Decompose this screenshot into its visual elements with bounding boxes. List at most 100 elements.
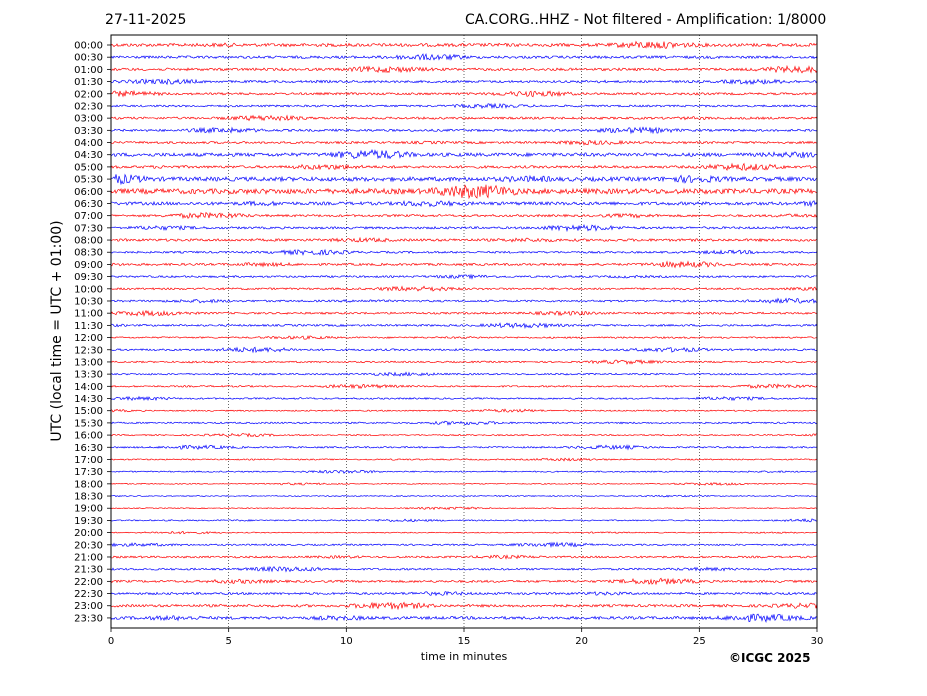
trace-1200 [110, 335, 818, 340]
y-tick-label: 03:30 [74, 126, 103, 137]
y-tick-label: 05:00 [74, 162, 103, 173]
x-tick-label: 5 [225, 636, 231, 647]
y-tick-label: 00:30 [74, 53, 103, 64]
trace-0100 [110, 64, 818, 74]
trace-1300 [110, 359, 818, 365]
trace-0800 [110, 236, 818, 243]
chart-title: CA.CORG..HHZ - Not filtered - Amplificat… [465, 12, 827, 28]
trace-2300 [110, 601, 818, 611]
trace-2100 [110, 554, 818, 560]
trace-0230 [110, 102, 818, 110]
x-tick-label: 25 [693, 636, 706, 647]
y-tick-label: 17:00 [74, 455, 103, 466]
y-tick-label: 02:00 [74, 89, 103, 100]
copyright-notice: ©ICGC 2025 [729, 651, 811, 665]
y-tick-label: 03:00 [74, 114, 103, 125]
trace-1030 [110, 297, 818, 304]
trace-1730 [110, 469, 818, 474]
trace-0330 [110, 126, 818, 135]
y-tick-label: 12:00 [74, 333, 103, 344]
y-tick-label: 06:30 [74, 199, 103, 210]
y-tick-label: 05:30 [74, 175, 103, 186]
y-tick-label: 21:30 [74, 565, 103, 576]
y-tick-label: 22:00 [74, 577, 103, 588]
trace-2230 [110, 591, 818, 597]
x-tick-label: 10 [340, 636, 353, 647]
trace-1500 [110, 408, 818, 413]
y-tick-label: 21:00 [74, 552, 103, 563]
y-tick-label: 07:30 [74, 223, 103, 234]
trace-1830 [110, 494, 818, 498]
trace-1000 [110, 285, 818, 292]
trace-0630 [110, 199, 818, 208]
y-tick-label: 10:00 [74, 284, 103, 295]
y-tick-label: 18:00 [74, 479, 103, 490]
y-tick-label: 22:30 [74, 589, 103, 600]
y-tick-label: 10:30 [74, 296, 103, 307]
trace-0530 [110, 173, 818, 186]
trace-0030 [110, 53, 818, 61]
y-tick-label: 00:00 [74, 41, 103, 52]
trace-0700 [110, 211, 818, 220]
trace-1700 [110, 457, 818, 462]
trace-2000 [110, 530, 818, 535]
x-tick-label: 30 [811, 636, 824, 647]
y-tick-label: 20:00 [74, 528, 103, 539]
y-tick-label: 02:30 [74, 101, 103, 112]
trace-1430 [110, 395, 818, 402]
y-tick-label: 18:30 [74, 492, 103, 503]
y-tick-label: 12:30 [74, 345, 103, 356]
y-tick-label: 08:00 [74, 236, 103, 247]
y-tick-label: 13:00 [74, 357, 103, 368]
y-tick-label: 11:00 [74, 309, 103, 320]
y-tick-label: 23:30 [74, 613, 103, 624]
trace-0000 [110, 40, 818, 50]
y-tick-label: 17:30 [74, 467, 103, 478]
trace-1100 [110, 309, 818, 317]
trace-2130 [110, 565, 818, 573]
x-axis-label: time in minutes [420, 650, 508, 663]
trace-1530 [110, 420, 818, 426]
y-tick-label: 19:00 [74, 504, 103, 515]
trace-0430 [110, 149, 818, 160]
chart-date: 27-11-2025 [105, 12, 187, 28]
trace-1800 [110, 482, 818, 486]
trace-1930 [110, 518, 818, 523]
trace-1400 [110, 383, 818, 390]
trace-1600 [110, 432, 818, 438]
x-tick-label: 15 [458, 636, 471, 647]
trace-1900 [110, 506, 818, 511]
y-tick-label: 09:00 [74, 260, 103, 271]
x-tick-label: 0 [108, 636, 114, 647]
trace-1630 [110, 444, 818, 451]
y-tick-label: 01:00 [74, 65, 103, 76]
y-tick-label: 15:00 [74, 406, 103, 417]
y-tick-label: 01:30 [74, 77, 103, 88]
y-tick-label: 14:30 [74, 394, 103, 405]
y-tick-label: 15:30 [74, 418, 103, 429]
trace-0600 [110, 184, 818, 200]
y-tick-label: 19:30 [74, 516, 103, 527]
trace-1330 [110, 371, 818, 377]
y-tick-label: 07:00 [74, 211, 103, 222]
y-tick-label: 16:00 [74, 431, 103, 442]
trace-0900 [110, 260, 818, 269]
trace-1230 [110, 346, 818, 354]
trace-0130 [110, 78, 818, 86]
x-tick-label: 20 [575, 636, 588, 647]
trace-0200 [110, 89, 818, 98]
y-tick-label: 08:30 [74, 248, 103, 259]
trace-0400 [110, 139, 818, 146]
trace-0930 [110, 273, 818, 280]
y-tick-label: 04:00 [74, 138, 103, 149]
y-tick-label: 20:30 [74, 540, 103, 551]
y-tick-label: 04:30 [74, 150, 103, 161]
trace-1130 [110, 322, 818, 330]
y-tick-label: 14:00 [74, 382, 103, 393]
trace-0300 [110, 114, 818, 122]
trace-0830 [110, 248, 818, 256]
trace-2330 [110, 613, 818, 623]
y-tick-label: 13:30 [74, 370, 103, 381]
trace-2200 [110, 577, 818, 586]
